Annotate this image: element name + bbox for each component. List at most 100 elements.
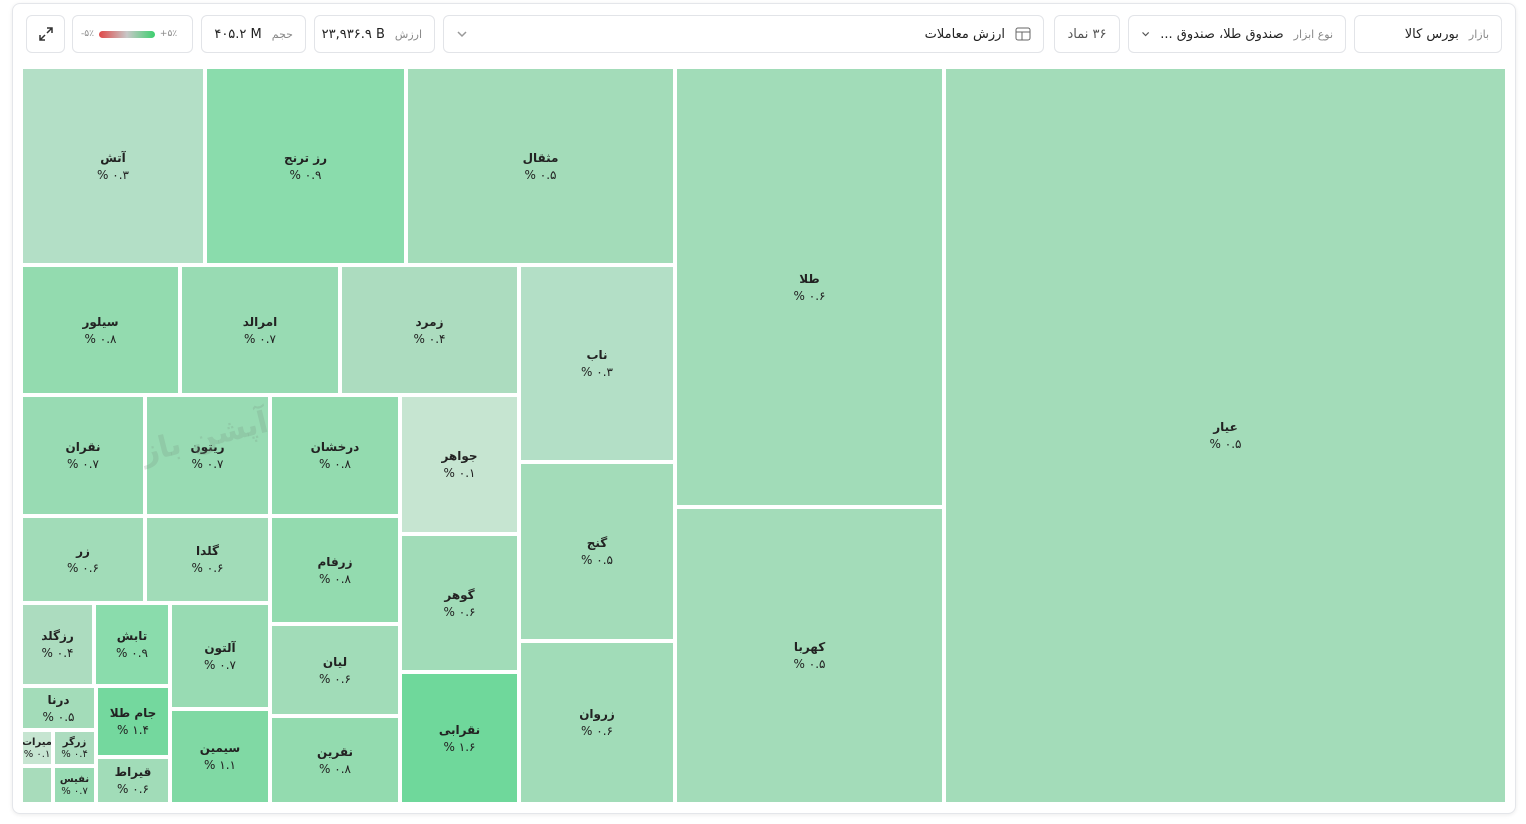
- tile[interactable]: عیار ۰.۵ %: [945, 68, 1506, 803]
- tile-change: ۰.۵ %: [581, 553, 613, 567]
- tile[interactable]: قیراط ۰.۶ %: [97, 758, 169, 803]
- chevron: [1142, 32, 1150, 37]
- tile[interactable]: زر ۰.۶ %: [22, 517, 144, 602]
- tile[interactable]: تابش ۰.۹ %: [95, 604, 169, 685]
- tile[interactable]: نقران ۰.۷ %: [22, 396, 144, 515]
- tile[interactable]: زمرد ۰.۴ %: [341, 266, 518, 394]
- tile-name: نفیس: [59, 773, 90, 785]
- tile-name: لیان: [322, 654, 348, 669]
- tile[interactable]: گنج ۰.۵ %: [520, 463, 674, 640]
- tile-change: ۰.۴ %: [413, 331, 446, 346]
- tile-name: تابش: [116, 629, 148, 643]
- tile[interactable]: نقرین ۰.۸ %: [271, 717, 399, 803]
- legend-min: -۵٪: [81, 29, 94, 39]
- tile-change: ۰.۶ %: [793, 288, 826, 303]
- tile[interactable]: درنا ۰.۵ %: [22, 687, 95, 729]
- tile-name: نقرابی: [438, 722, 481, 737]
- tile[interactable]: زرفام ۰.۸ %: [271, 517, 399, 623]
- tile-change: ۰.۷ %: [61, 785, 88, 797]
- color-legend: -۵٪ +۵٪: [72, 15, 193, 53]
- tile-name: میرات: [22, 736, 52, 748]
- legend-max: +۵٪: [159, 29, 178, 39]
- label: حجم: [271, 27, 293, 41]
- tile[interactable]: طلا ۰.۶ %: [676, 68, 943, 506]
- tile[interactable]: کهربا ۰.۵ %: [676, 508, 943, 803]
- tile-name: رز ترنج: [283, 150, 328, 165]
- tile-change: ۰.۷ %: [204, 657, 236, 672]
- tile[interactable]: سیلور ۰.۸ %: [22, 266, 179, 394]
- tile-change: ۰.۸ %: [319, 571, 351, 586]
- tile-change: ۰.۸ %: [84, 331, 117, 346]
- tile[interactable]: آلتون ۰.۷ %: [171, 604, 269, 708]
- tile-name: آلتون: [204, 640, 236, 655]
- value: ارزش معاملات: [924, 26, 1005, 42]
- tile[interactable]: آتش ۰.۳ %: [22, 68, 204, 264]
- tile-change: ۰.۵ %: [42, 709, 75, 724]
- tile[interactable]: زروان ۰.۶ %: [520, 642, 674, 803]
- tile-name: زمرد: [415, 314, 444, 329]
- tile-name: گنج: [586, 536, 608, 550]
- tile-change: ۰.۴ %: [41, 646, 74, 660]
- tile-name: مثقال: [522, 150, 559, 165]
- tile-change: ۰.۷ %: [67, 457, 99, 471]
- tile-change: ۱.۶ %: [443, 739, 476, 754]
- tile-name: ناب: [586, 348, 608, 362]
- tile-change: ۰.۴ %: [61, 748, 88, 760]
- tile-name: جام طلا: [109, 706, 157, 720]
- tile[interactable]: جواهر ۰.۱ %: [401, 396, 518, 533]
- tile-name: نقرین: [317, 744, 353, 759]
- metric-select[interactable]: ارزش معاملات: [443, 15, 1044, 53]
- tile-change: ۰.۶ %: [319, 671, 351, 686]
- tile-change: ۰.۵ %: [524, 167, 557, 182]
- tile[interactable]: رزگلد ۰.۴ %: [22, 604, 93, 685]
- tile-change: ۰.۶ %: [117, 782, 149, 796]
- tile-name: عیار: [1213, 420, 1238, 434]
- tile-name: درنا: [47, 692, 70, 707]
- tile[interactable]: نفیس ۰.۷ %: [54, 767, 95, 803]
- gradient: [98, 30, 155, 38]
- tile-name: زرفام: [317, 554, 353, 569]
- label: بازار: [1468, 27, 1489, 41]
- tile-name: امرالد: [242, 314, 278, 329]
- tile-change: ۰.۶ %: [581, 724, 613, 738]
- value: بورس کالا: [1404, 26, 1459, 42]
- tile-name: کهربا: [793, 640, 826, 654]
- tile-change: ۰.۵ %: [1209, 437, 1242, 451]
- tile[interactable]: درخشان ۰.۸ %: [271, 396, 399, 515]
- tile[interactable]: سیمین ۱.۱ %: [171, 710, 269, 803]
- tile-change: ۰.۱ %: [443, 466, 476, 480]
- tile[interactable]: رز ترنج ۰.۹ %: [206, 68, 405, 264]
- tile-name: سیمین: [199, 741, 241, 755]
- instrument-select[interactable]: نوع ابزار صندوق طلا، صندوق ...: [1128, 15, 1346, 53]
- expand-button[interactable]: [26, 15, 65, 53]
- tile[interactable]: ریتون ۰.۷ %: [146, 396, 269, 515]
- tile[interactable]: میرات ۰.۱ %: [22, 731, 52, 765]
- expand-icon: [38, 27, 53, 41]
- tile-change: ۰.۹ %: [289, 167, 322, 182]
- label: ارزش: [394, 27, 422, 41]
- tile-change: ۱.۴ %: [117, 723, 149, 737]
- tile[interactable]: امرالد ۰.۷ %: [181, 266, 339, 394]
- tile[interactable]: جام طلا ۱.۴ %: [97, 687, 169, 756]
- symbol-count: ۳۶ نماد: [1054, 15, 1120, 53]
- tile-change: ۰.۶ %: [443, 604, 476, 619]
- value: صندوق طلا، صندوق ...: [1160, 26, 1284, 42]
- layout-icon: [1015, 27, 1031, 41]
- tile[interactable]: ناب ۰.۳ %: [520, 266, 674, 461]
- tile-change: ۰.۹ %: [116, 646, 148, 660]
- market-select[interactable]: بازار بورس کالا: [1354, 15, 1502, 53]
- tile[interactable]: لیان ۰.۶ %: [271, 625, 399, 715]
- tile-change: ۰.۷ %: [244, 331, 276, 346]
- tile-change: ۰.۶ %: [67, 561, 99, 575]
- tile[interactable]: نقرابی ۱.۶ %: [401, 673, 518, 803]
- tile[interactable]: زرگر ۰.۴ %: [54, 731, 95, 765]
- label: نوع ابزار: [1293, 27, 1333, 41]
- tile[interactable]: مثقال ۰.۵ %: [407, 68, 674, 264]
- tile-change: ۰.۸ %: [319, 457, 351, 471]
- tile-name: قیراط: [114, 765, 152, 779]
- tile-name: ریتون: [190, 440, 225, 454]
- tile[interactable]: گوهر ۰.۶ %: [401, 535, 518, 671]
- tile[interactable]: گلدا ۰.۶ %: [146, 517, 269, 602]
- tile-name: زر: [76, 544, 90, 558]
